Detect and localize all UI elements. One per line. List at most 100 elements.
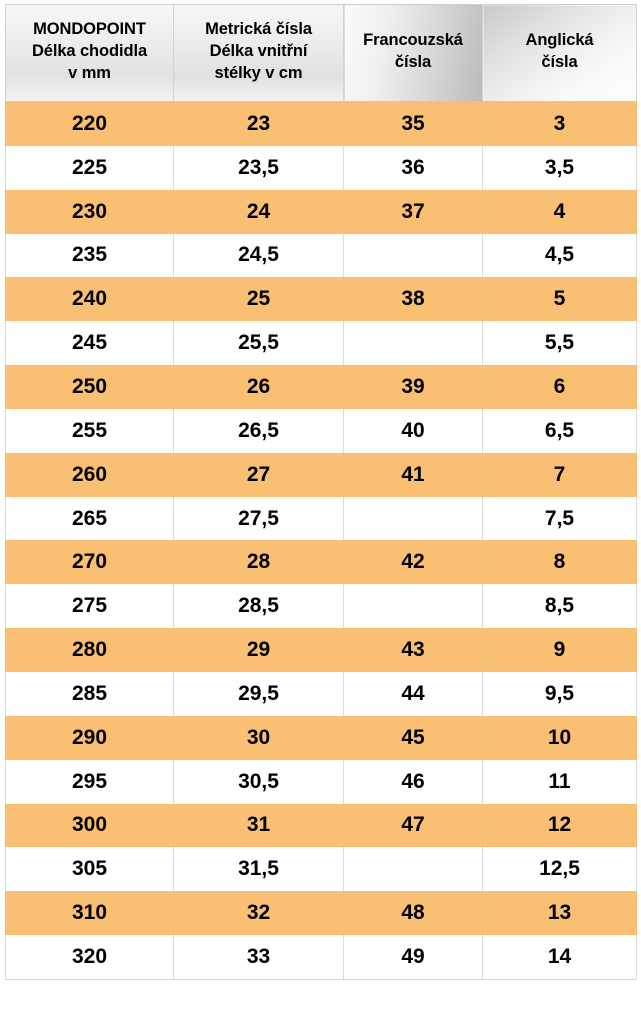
cell-french <box>343 847 483 892</box>
cell-french: 37 <box>343 189 483 234</box>
cell-metric: 31,5 <box>173 847 344 892</box>
table-row: 235 24,5 4,5 <box>5 233 637 278</box>
shoe-size-conversion-table-container: MONDOPOINT Délka chodidla v mm Metrická … <box>5 4 637 1011</box>
cell-mondopoint: 265 <box>5 496 174 541</box>
cell-french: 38 <box>343 277 483 322</box>
cell-french <box>343 496 483 541</box>
cell-english: 3,5 <box>482 145 637 190</box>
table-row: 270 28 42 8 <box>5 540 637 585</box>
cell-french: 43 <box>343 628 483 672</box>
cell-metric: 23,5 <box>173 145 344 190</box>
table-row: 220 23 35 3 <box>5 101 637 146</box>
cell-french <box>343 584 483 629</box>
table-row: 290 30 45 10 <box>5 715 637 760</box>
cell-english: 4 <box>482 189 637 234</box>
cell-mondopoint: 290 <box>5 715 174 760</box>
cell-mondopoint: 270 <box>5 540 174 585</box>
cell-english: 8,5 <box>482 584 637 629</box>
table-row: 300 31 47 12 <box>5 803 637 848</box>
cell-french: 42 <box>343 540 483 585</box>
cell-french <box>343 321 483 366</box>
table-row: 255 26,5 40 6,5 <box>5 408 637 453</box>
cell-french: 39 <box>343 365 483 409</box>
table-row: 280 29 43 9 <box>5 628 637 672</box>
cell-mondopoint: 295 <box>5 759 174 804</box>
cell-mondopoint: 320 <box>5 935 174 980</box>
cell-mondopoint: 305 <box>5 847 174 892</box>
cell-english: 6 <box>482 365 637 409</box>
cell-english: 9,5 <box>482 671 637 716</box>
cell-mondopoint: 255 <box>5 408 174 453</box>
cell-metric: 28,5 <box>173 584 344 629</box>
cell-metric: 26,5 <box>173 408 344 453</box>
cell-metric: 25 <box>173 277 344 322</box>
cell-mondopoint: 225 <box>5 145 174 190</box>
cell-metric: 30,5 <box>173 759 344 804</box>
table-row: 230 24 37 4 <box>5 189 637 234</box>
cell-english: 5,5 <box>482 321 637 366</box>
table-row: 260 27 41 7 <box>5 452 637 497</box>
table-row: 245 25,5 5,5 <box>5 321 637 366</box>
cell-english: 12 <box>482 803 637 848</box>
cell-mondopoint: 240 <box>5 277 174 322</box>
cell-french <box>343 233 483 278</box>
cell-french: 48 <box>343 891 483 936</box>
cell-metric: 23 <box>173 101 344 146</box>
cell-english: 11 <box>482 759 637 804</box>
cell-metric: 32 <box>173 891 344 936</box>
cell-metric: 27 <box>173 452 344 497</box>
cell-metric: 26 <box>173 365 344 409</box>
cell-mondopoint: 230 <box>5 189 174 234</box>
cell-mondopoint: 275 <box>5 584 174 629</box>
cell-english: 4,5 <box>482 233 637 278</box>
cell-mondopoint: 220 <box>5 101 174 146</box>
cell-english: 6,5 <box>482 408 637 453</box>
cell-french: 40 <box>343 408 483 453</box>
cell-french: 35 <box>343 101 483 146</box>
cell-english: 8 <box>482 540 637 585</box>
table-row: 275 28,5 8,5 <box>5 584 637 629</box>
column-header-english: Anglická čísla <box>482 4 637 102</box>
cell-metric: 31 <box>173 803 344 848</box>
table-row: 295 30,5 46 11 <box>5 759 637 804</box>
cell-french: 46 <box>343 759 483 804</box>
table-row: 265 27,5 7,5 <box>5 496 637 541</box>
table-row: 310 32 48 13 <box>5 891 637 936</box>
column-header-french: Francouzská čísla <box>343 4 483 102</box>
cell-metric: 25,5 <box>173 321 344 366</box>
cell-english: 14 <box>482 935 637 980</box>
cell-mondopoint: 280 <box>5 628 174 672</box>
cell-metric: 29 <box>173 628 344 672</box>
table-row: 320 33 49 14 <box>5 935 637 980</box>
cell-mondopoint: 310 <box>5 891 174 936</box>
cell-metric: 30 <box>173 715 344 760</box>
header-row: MONDOPOINT Délka chodidla v mm Metrická … <box>5 4 637 102</box>
cell-mondopoint: 300 <box>5 803 174 848</box>
cell-metric: 28 <box>173 540 344 585</box>
cell-mondopoint: 250 <box>5 365 174 409</box>
table-row: 285 29,5 44 9,5 <box>5 671 637 716</box>
cell-metric: 29,5 <box>173 671 344 716</box>
cell-mondopoint: 260 <box>5 452 174 497</box>
table-row: 250 26 39 6 <box>5 365 637 409</box>
cell-metric: 24,5 <box>173 233 344 278</box>
cell-mondopoint: 235 <box>5 233 174 278</box>
cell-metric: 27,5 <box>173 496 344 541</box>
shoe-size-conversion-table: MONDOPOINT Délka chodidla v mm Metrická … <box>5 4 637 980</box>
table-row: 240 25 38 5 <box>5 277 637 322</box>
cell-metric: 33 <box>173 935 344 980</box>
cell-mondopoint: 245 <box>5 321 174 366</box>
cell-french: 44 <box>343 671 483 716</box>
table-header: MONDOPOINT Délka chodidla v mm Metrická … <box>5 4 637 102</box>
cell-english: 7 <box>482 452 637 497</box>
cell-french: 49 <box>343 935 483 980</box>
cell-english: 12,5 <box>482 847 637 892</box>
cell-french: 36 <box>343 145 483 190</box>
cell-english: 9 <box>482 628 637 672</box>
cell-mondopoint: 285 <box>5 671 174 716</box>
table-row: 225 23,5 36 3,5 <box>5 145 637 190</box>
table-row: 305 31,5 12,5 <box>5 847 637 892</box>
cell-english: 5 <box>482 277 637 322</box>
cell-french: 41 <box>343 452 483 497</box>
column-header-metric: Metrická čísla Délka vnitřní stélky v cm <box>173 4 344 102</box>
